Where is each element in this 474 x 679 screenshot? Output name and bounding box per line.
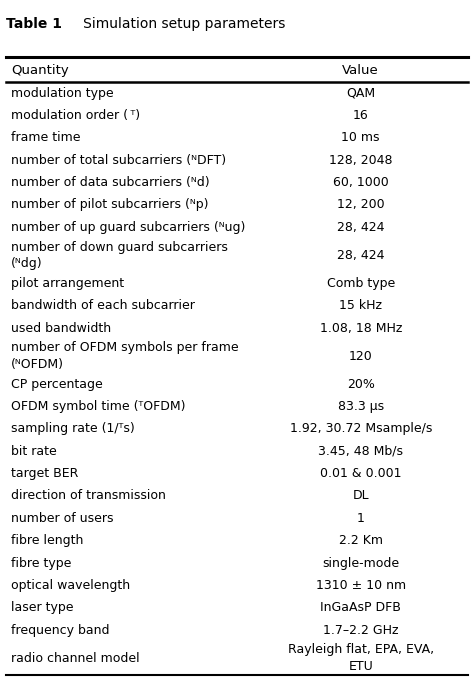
Text: number of down guard subcarriers
(ᴺdg): number of down guard subcarriers (ᴺdg) (11, 240, 228, 270)
Text: number of up guard subcarriers (ᴺug): number of up guard subcarriers (ᴺug) (11, 221, 245, 234)
Text: single-mode: single-mode (322, 557, 399, 570)
Text: Simulation setup parameters: Simulation setup parameters (70, 17, 285, 31)
Text: 1.92, 30.72 Msample/s: 1.92, 30.72 Msample/s (290, 422, 432, 435)
Text: 28, 424: 28, 424 (337, 249, 384, 262)
Text: 10 ms: 10 ms (341, 131, 380, 145)
Text: number of total subcarriers (ᴺDFT): number of total subcarriers (ᴺDFT) (11, 153, 226, 167)
Text: 12, 200: 12, 200 (337, 198, 384, 211)
Text: laser type: laser type (11, 602, 73, 614)
Text: frame time: frame time (11, 131, 80, 145)
Text: used bandwidth: used bandwidth (11, 322, 111, 335)
Text: 28, 424: 28, 424 (337, 221, 384, 234)
Text: 20%: 20% (347, 378, 374, 390)
Text: CP percentage: CP percentage (11, 378, 102, 390)
Text: 120: 120 (349, 350, 373, 363)
Text: OFDM symbol time (ᵀOFDM): OFDM symbol time (ᵀOFDM) (11, 400, 185, 413)
Text: direction of transmission: direction of transmission (11, 490, 166, 502)
Text: 1.7–2.2 GHz: 1.7–2.2 GHz (323, 623, 399, 637)
Text: bandwidth of each subcarrier: bandwidth of each subcarrier (11, 299, 195, 312)
Text: Table 1: Table 1 (6, 17, 62, 31)
Text: frequency band: frequency band (11, 623, 109, 637)
Text: 3.45, 48 Mb/s: 3.45, 48 Mb/s (318, 445, 403, 458)
Text: 1.08, 18 MHz: 1.08, 18 MHz (319, 322, 402, 335)
Text: radio channel model: radio channel model (11, 652, 139, 665)
Text: 15 kHz: 15 kHz (339, 299, 382, 312)
Text: InGaAsP DFB: InGaAsP DFB (320, 602, 401, 614)
Text: 1: 1 (357, 512, 365, 525)
Text: 16: 16 (353, 109, 369, 122)
Text: Value: Value (342, 65, 379, 77)
Text: number of users: number of users (11, 512, 113, 525)
Text: number of data subcarriers (ᴺd): number of data subcarriers (ᴺd) (11, 176, 210, 189)
Text: 128, 2048: 128, 2048 (329, 153, 392, 167)
Text: QAM: QAM (346, 87, 375, 100)
Text: DL: DL (352, 490, 369, 502)
Text: Quantity: Quantity (11, 65, 69, 77)
Text: pilot arrangement: pilot arrangement (11, 277, 124, 290)
Text: modulation order ( ᵀ): modulation order ( ᵀ) (11, 109, 140, 122)
Text: 60, 1000: 60, 1000 (333, 176, 389, 189)
Text: Comb type: Comb type (327, 277, 395, 290)
Text: optical wavelength: optical wavelength (11, 579, 130, 592)
Text: modulation type: modulation type (11, 87, 113, 100)
Text: fibre length: fibre length (11, 534, 83, 547)
Text: 1310 ± 10 nm: 1310 ± 10 nm (316, 579, 406, 592)
Text: 2.2 Km: 2.2 Km (339, 534, 383, 547)
Text: Rayleigh flat, EPA, EVA,
ETU: Rayleigh flat, EPA, EVA, ETU (288, 644, 434, 673)
Text: bit rate: bit rate (11, 445, 56, 458)
Text: number of pilot subcarriers (ᴺp): number of pilot subcarriers (ᴺp) (11, 198, 208, 211)
Text: number of OFDM symbols per frame
(ᴺOFDM): number of OFDM symbols per frame (ᴺOFDM) (11, 342, 238, 371)
Text: sampling rate (1/ᵀs): sampling rate (1/ᵀs) (11, 422, 135, 435)
Text: target BER: target BER (11, 467, 78, 480)
Text: fibre type: fibre type (11, 557, 71, 570)
Text: 0.01 & 0.001: 0.01 & 0.001 (320, 467, 401, 480)
Text: 83.3 μs: 83.3 μs (337, 400, 384, 413)
